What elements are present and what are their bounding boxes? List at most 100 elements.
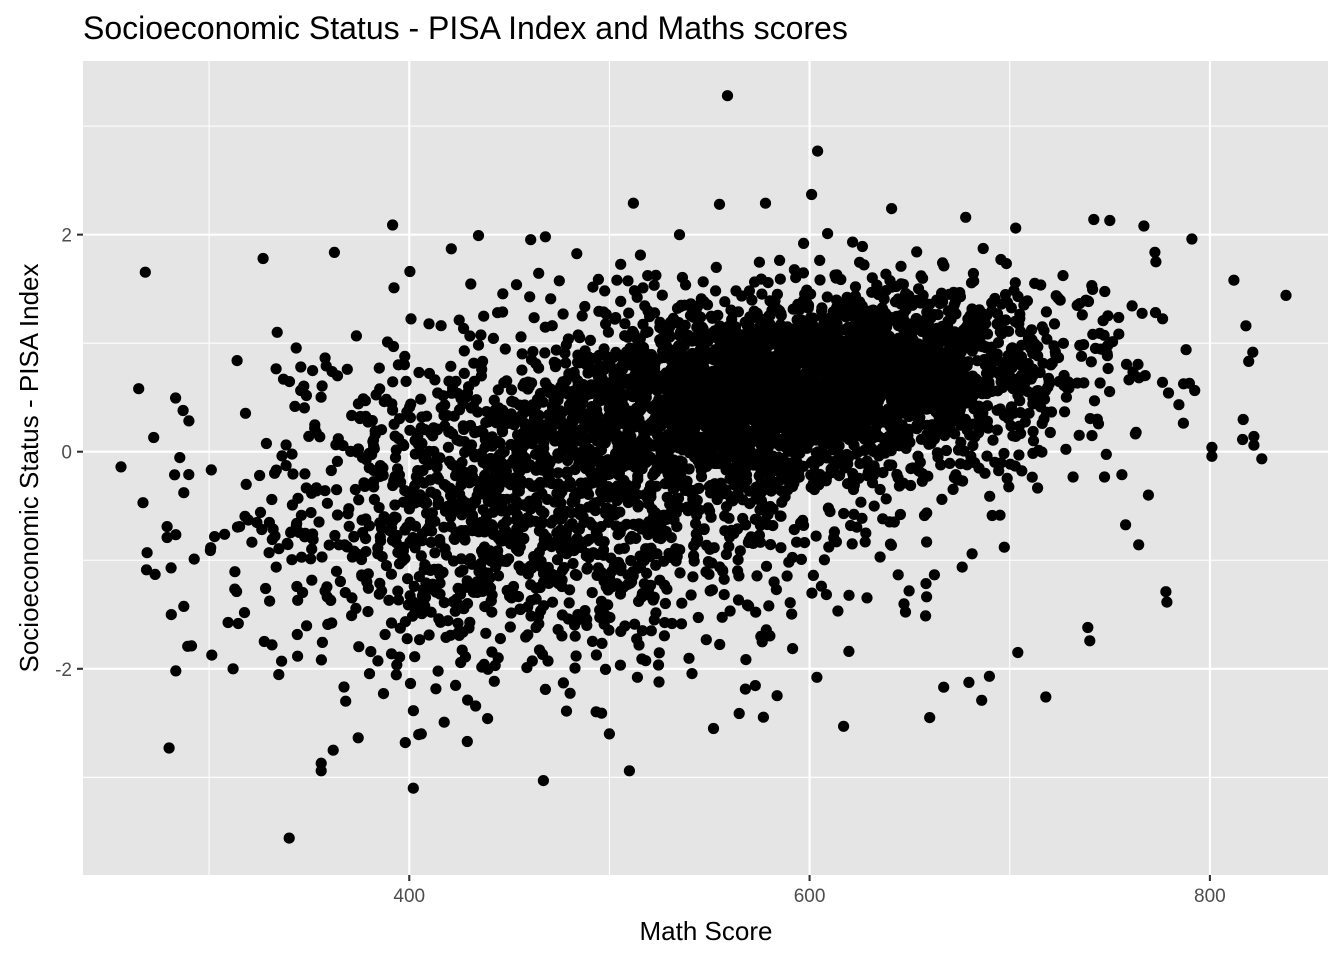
data-point	[739, 360, 751, 372]
data-point	[465, 515, 477, 527]
data-point	[455, 656, 467, 669]
data-point	[455, 479, 467, 491]
data-point	[291, 580, 303, 593]
data-point	[667, 424, 679, 436]
data-point	[579, 408, 591, 420]
data-point	[346, 610, 358, 622]
data-point	[912, 450, 924, 462]
data-point	[378, 396, 390, 408]
data-point	[254, 469, 266, 482]
data-point	[454, 488, 466, 500]
data-point	[928, 395, 940, 408]
data-point	[742, 536, 755, 549]
data-point	[667, 438, 679, 450]
data-point	[636, 433, 648, 445]
chart-title: Socioeconomic Status - PISA Index and Ma…	[83, 10, 848, 46]
data-point	[851, 521, 863, 533]
data-point	[621, 479, 633, 491]
data-point	[539, 454, 551, 466]
data-point	[716, 611, 728, 623]
data-point	[872, 322, 884, 334]
data-point	[170, 529, 182, 541]
data-point	[807, 569, 820, 582]
data-point	[1149, 246, 1161, 258]
data-point	[542, 464, 555, 476]
data-point	[295, 361, 307, 373]
data-point	[690, 371, 702, 383]
data-point	[389, 430, 401, 442]
data-point	[861, 592, 873, 604]
data-point	[1015, 326, 1027, 338]
data-point	[774, 510, 786, 522]
data-point	[305, 506, 317, 519]
data-point	[672, 492, 685, 504]
data-point	[1113, 328, 1125, 340]
data-point	[632, 499, 645, 511]
data-point	[523, 565, 535, 577]
data-point	[524, 291, 536, 303]
data-point	[522, 434, 534, 446]
data-point	[733, 570, 745, 582]
data-point	[489, 659, 501, 672]
data-point	[468, 586, 480, 598]
data-point	[603, 516, 615, 528]
data-point	[581, 535, 593, 547]
data-point	[791, 536, 803, 548]
data-point	[636, 454, 648, 466]
data-point	[723, 512, 735, 524]
data-point	[381, 336, 394, 348]
data-point	[806, 587, 818, 599]
data-point	[816, 409, 828, 421]
data-point	[374, 577, 386, 590]
data-point	[704, 585, 716, 597]
data-point	[530, 621, 542, 634]
data-point	[450, 593, 462, 606]
data-point	[613, 543, 625, 555]
data-point	[616, 434, 629, 447]
data-point	[493, 482, 505, 494]
data-point	[182, 640, 194, 652]
data-point	[614, 659, 627, 671]
data-point	[769, 323, 781, 335]
data-point	[614, 526, 626, 539]
data-point	[273, 543, 285, 555]
data-point	[383, 594, 395, 606]
data-point	[520, 631, 532, 643]
data-point	[544, 415, 556, 427]
data-point	[877, 467, 889, 479]
data-point	[387, 219, 399, 231]
data-point	[598, 618, 610, 630]
data-point	[647, 594, 659, 606]
data-point	[337, 440, 349, 452]
data-point	[656, 289, 668, 301]
data-point	[161, 521, 173, 533]
data-point	[707, 411, 719, 423]
data-point	[714, 638, 726, 651]
data-point	[418, 477, 430, 489]
data-point	[917, 272, 929, 284]
data-point	[774, 422, 786, 434]
data-point	[697, 445, 710, 458]
data-point	[650, 607, 662, 619]
data-point	[753, 256, 766, 268]
data-point	[808, 483, 821, 496]
data-point	[380, 560, 392, 572]
data-point	[671, 521, 683, 533]
data-point	[276, 655, 288, 667]
data-point	[698, 415, 710, 427]
data-point	[913, 283, 925, 295]
data-point	[170, 665, 182, 677]
data-point	[464, 553, 476, 565]
data-point	[1000, 258, 1013, 270]
data-point	[689, 396, 701, 408]
data-point	[840, 427, 852, 439]
data-point	[564, 520, 576, 533]
data-point	[557, 376, 569, 388]
data-point	[512, 591, 525, 603]
data-point	[899, 396, 911, 408]
data-point	[673, 329, 685, 341]
data-point	[590, 706, 602, 718]
data-point	[658, 461, 670, 473]
data-point	[572, 378, 584, 391]
data-point	[866, 272, 878, 284]
